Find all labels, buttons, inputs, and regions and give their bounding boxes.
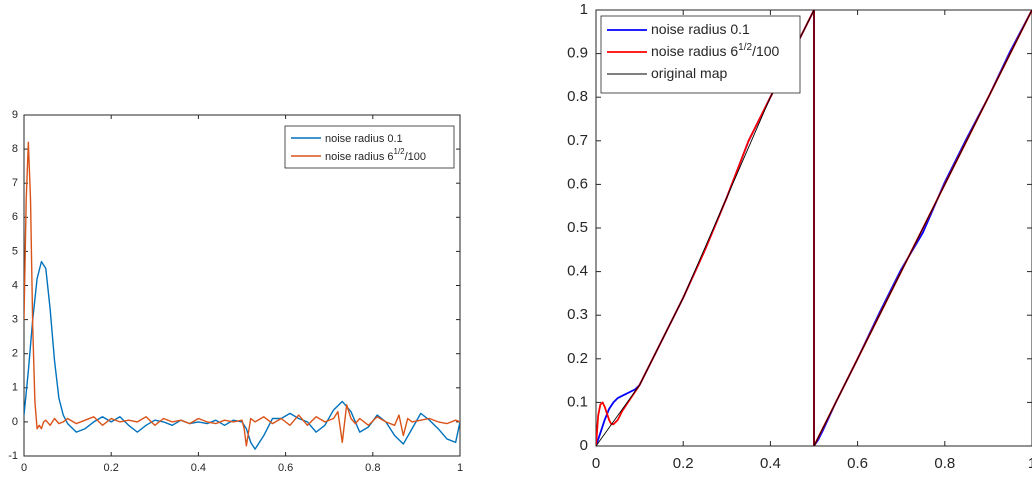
y-tick-label: 0 (12, 416, 18, 428)
right-chart: 0 0.2 0.4 0.6 0.8 1 0 0.1 0.2 0.3 0.4 0.5 0.6 0.7 0.8 0… (567, 1, 1032, 472)
legend-label: original map (651, 65, 727, 81)
legend-box (600, 15, 801, 94)
x-tick-label: 0.6 (278, 462, 293, 474)
y-tick-label: 0.4 (567, 263, 588, 280)
x-tick-label: 0.8 (934, 455, 955, 472)
y-tick-label: 3 (12, 314, 18, 326)
series-group (596, 10, 1032, 446)
y-tick-label: 0.9 (567, 45, 588, 62)
axes-box (23, 114, 461, 457)
series-group (24, 141, 460, 450)
series-line-3 (596, 10, 1032, 446)
y-tick-label: 1 (580, 1, 588, 18)
y-tick-label: 0.2 (567, 350, 588, 367)
legend-box (284, 125, 455, 169)
x-tick-label: 1 (1028, 455, 1032, 472)
y-tick-label: 7 (12, 177, 18, 189)
legend-label: noise radius 61/2/100 (325, 147, 426, 163)
y-tick-label: 9 (12, 109, 18, 121)
y-tick-label: 0 (580, 437, 588, 454)
x-tick-label: 1 (457, 462, 463, 474)
x-tick-label: 0 (592, 455, 600, 472)
legend-label: noise radius 61/2/100 (651, 42, 780, 59)
y-tick-label: 5 (12, 245, 18, 257)
x-tick-label: 0 (21, 462, 27, 474)
legend-label: noise radius 0.1 (325, 133, 403, 145)
y-tick-label: -1 (8, 450, 18, 462)
x-tick-label: 0.6 (847, 455, 868, 472)
y-tick-label: 2 (12, 348, 18, 360)
x-tick-label: 0.2 (104, 462, 119, 474)
x-tick-label: 0.8 (365, 462, 380, 474)
y-tick-label: 1 (12, 382, 18, 394)
legend: noise radius 0.1 noise radius 61/2/100 ori… (600, 15, 801, 94)
legend-label: noise radius 0.1 (651, 21, 750, 37)
y-tick-label: 0.6 (567, 175, 588, 192)
y-tick-label: 8 (12, 143, 18, 155)
y-tick-label: 0.1 (567, 393, 588, 410)
y-tick-label: 0.8 (567, 88, 588, 105)
y-tick-label: 6 (12, 211, 18, 223)
x-tick-label: 0.4 (191, 462, 206, 474)
y-tick-label: 0.7 (567, 132, 588, 149)
y-tick-label: 0.5 (567, 219, 588, 236)
y-tick-label: 0.3 (567, 306, 588, 323)
x-tick-label: 0.4 (760, 455, 781, 472)
y-tick-label: 4 (12, 279, 18, 291)
x-tick-label: 0.2 (673, 455, 694, 472)
series-line-2 (24, 141, 460, 447)
legend: noise radius 0.1 noise radius 61/2/100 (284, 125, 455, 169)
